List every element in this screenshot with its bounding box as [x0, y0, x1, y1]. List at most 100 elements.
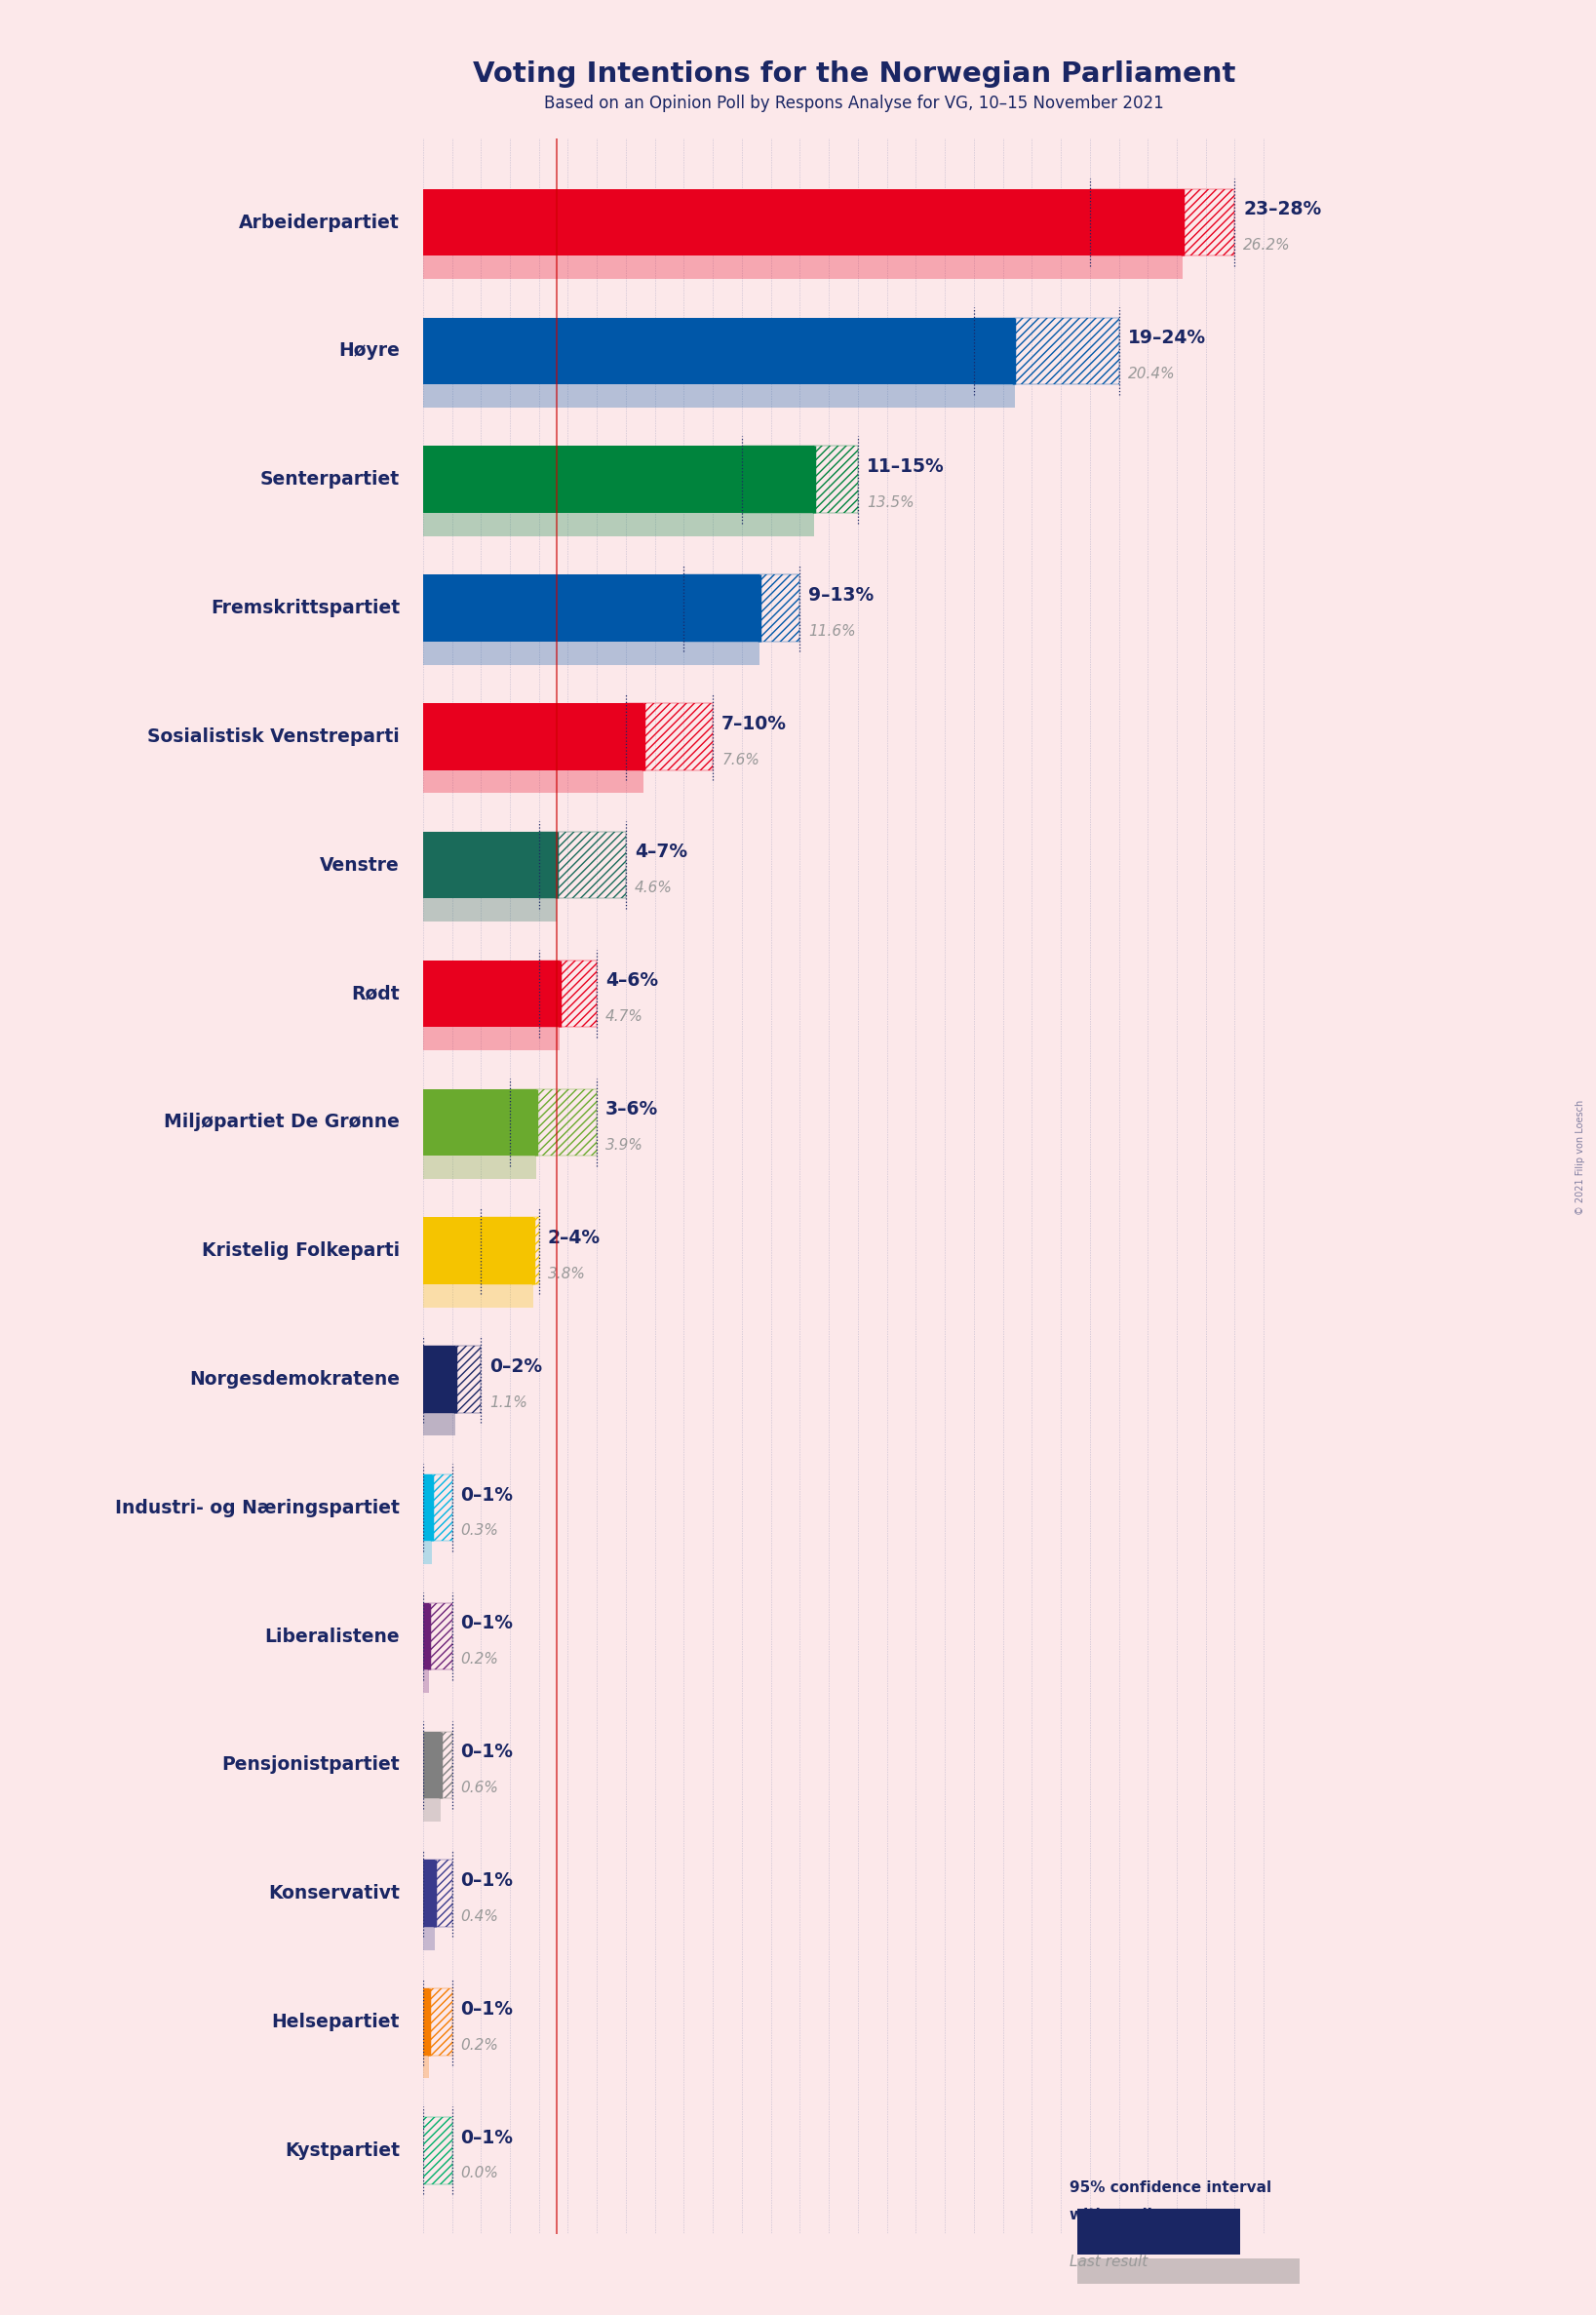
Bar: [423, 1859, 434, 1926]
Text: 7.6%: 7.6%: [721, 752, 760, 766]
Text: Rødt: Rødt: [351, 984, 399, 1002]
Bar: [423, 1475, 431, 1542]
Text: 95% confidence interval: 95% confidence interval: [1069, 2181, 1272, 2195]
Text: 0–1%: 0–1%: [461, 1743, 514, 1762]
Text: Helsepartiet: Helsepartiet: [271, 2012, 399, 2030]
Bar: [814, 447, 859, 514]
Text: 1.1%: 1.1%: [490, 1396, 528, 1410]
Bar: [480, 1218, 533, 1285]
Text: Arbeiderpartiet: Arbeiderpartiet: [239, 213, 399, 232]
Text: 11–15%: 11–15%: [867, 458, 945, 477]
Bar: [1077, 2209, 1159, 2255]
Bar: [742, 447, 814, 514]
Bar: [626, 704, 643, 771]
Text: 19–24%: 19–24%: [1127, 329, 1205, 347]
Bar: [423, 1915, 434, 1949]
Bar: [423, 1859, 434, 1926]
Bar: [423, 757, 643, 794]
Bar: [423, 1345, 455, 1412]
Text: Norgesdemokratene: Norgesdemokratene: [190, 1370, 399, 1389]
Bar: [423, 1088, 511, 1155]
Bar: [533, 1218, 539, 1285]
Text: Sosialistisk Venstreparti: Sosialistisk Venstreparti: [147, 727, 399, 745]
Bar: [480, 1218, 533, 1285]
Bar: [423, 1732, 440, 1799]
Text: 0–2%: 0–2%: [490, 1357, 543, 1375]
Text: 0–1%: 0–1%: [461, 1614, 514, 1632]
Text: 4–7%: 4–7%: [635, 843, 688, 861]
Bar: [423, 831, 539, 898]
Bar: [423, 1989, 429, 2056]
Text: 4.6%: 4.6%: [635, 882, 672, 896]
Bar: [559, 961, 597, 1028]
Text: Kristelig Folkeparti: Kristelig Folkeparti: [201, 1241, 399, 1259]
Text: 26.2%: 26.2%: [1243, 238, 1291, 252]
Bar: [685, 574, 760, 641]
Bar: [423, 1218, 480, 1285]
Bar: [423, 1528, 431, 1565]
Bar: [423, 1271, 533, 1308]
Bar: [539, 831, 557, 898]
Text: 7–10%: 7–10%: [721, 715, 787, 734]
Text: 23–28%: 23–28%: [1243, 201, 1321, 220]
Bar: [643, 704, 713, 771]
Bar: [440, 1732, 452, 1799]
Text: © 2021 Filip von Loesch: © 2021 Filip von Loesch: [1575, 1100, 1585, 1215]
Text: 3.8%: 3.8%: [547, 1266, 586, 1280]
Text: 4.7%: 4.7%: [605, 1009, 643, 1023]
Text: 0.2%: 0.2%: [461, 2037, 498, 2053]
Bar: [423, 370, 1015, 407]
Bar: [423, 1989, 429, 2056]
Bar: [423, 500, 814, 537]
Bar: [423, 1144, 536, 1178]
Text: Miljøpartiet De Grønne: Miljøpartiet De Grønne: [164, 1114, 399, 1132]
Bar: [539, 831, 557, 898]
Bar: [423, 1732, 440, 1799]
Bar: [455, 1345, 480, 1412]
Text: 0.6%: 0.6%: [461, 1780, 498, 1794]
Bar: [974, 317, 1015, 384]
Bar: [1090, 190, 1183, 257]
Bar: [1159, 2209, 1240, 2255]
Bar: [434, 1859, 452, 1926]
Text: Høyre: Høyre: [338, 343, 399, 361]
Bar: [423, 1658, 429, 1692]
Text: 20.4%: 20.4%: [1127, 366, 1175, 382]
Text: 2–4%: 2–4%: [547, 1229, 600, 1248]
Bar: [974, 317, 1015, 384]
Bar: [536, 1088, 597, 1155]
Text: 0.3%: 0.3%: [461, 1523, 498, 1537]
Bar: [423, 1602, 429, 1669]
Bar: [511, 1088, 536, 1155]
Bar: [626, 704, 643, 771]
Bar: [423, 887, 557, 921]
Text: 0–1%: 0–1%: [461, 1486, 514, 1505]
Bar: [423, 243, 1183, 280]
Text: Based on an Opinion Poll by Respons Analyse for VG, 10–15 November 2021: Based on an Opinion Poll by Respons Anal…: [544, 95, 1163, 113]
Bar: [685, 574, 760, 641]
Bar: [423, 574, 685, 641]
Text: 0.2%: 0.2%: [461, 1653, 498, 1667]
Text: Voting Intentions for the Norwegian Parliament: Voting Intentions for the Norwegian Parl…: [472, 60, 1235, 88]
Text: Industri- og Næringspartiet: Industri- og Næringspartiet: [115, 1498, 399, 1516]
Text: Konservativt: Konservativt: [268, 1884, 399, 1903]
Text: Fremskrittspartiet: Fremskrittspartiet: [211, 600, 399, 618]
Bar: [423, 704, 626, 771]
Bar: [539, 961, 559, 1028]
Text: 3.9%: 3.9%: [605, 1139, 643, 1153]
Bar: [1015, 317, 1119, 384]
Text: 4–6%: 4–6%: [605, 972, 659, 991]
Bar: [423, 1785, 440, 1822]
Text: with median: with median: [1069, 2209, 1173, 2222]
Text: Pensjonistpartiet: Pensjonistpartiet: [222, 1755, 399, 1773]
Text: 0.4%: 0.4%: [461, 1910, 498, 1924]
Bar: [423, 317, 974, 384]
Bar: [423, 961, 539, 1028]
Text: 9–13%: 9–13%: [809, 586, 875, 604]
Text: 11.6%: 11.6%: [809, 623, 855, 639]
Bar: [1090, 190, 1183, 257]
Bar: [760, 574, 800, 641]
Bar: [423, 630, 760, 664]
Text: 0–1%: 0–1%: [461, 2127, 514, 2146]
Text: Senterpartiet: Senterpartiet: [260, 470, 399, 488]
